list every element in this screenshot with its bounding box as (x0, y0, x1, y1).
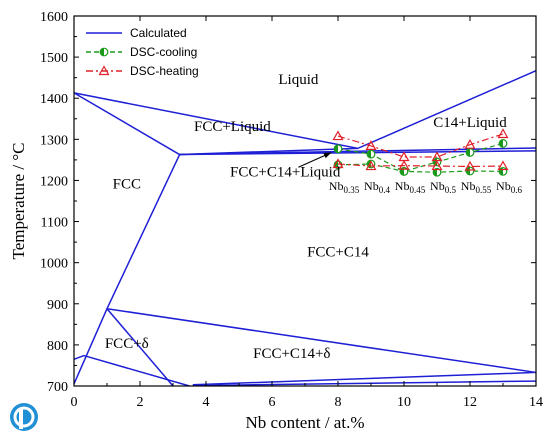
publisher-logo-icon (10, 403, 38, 431)
cooling-point-fill (367, 150, 371, 158)
y-tick-label: 800 (47, 339, 68, 354)
region-label: FCC (113, 177, 141, 193)
calculated-boundary-7 (106, 308, 174, 387)
region-label: FCC+C14 (307, 245, 369, 261)
calculated-boundary-11 (192, 380, 537, 387)
sample-label-sub: 0.5 (445, 185, 457, 195)
x-tick-label: 0 (71, 395, 78, 410)
calculated-boundary-8 (83, 354, 190, 387)
y-tick-label: 1300 (40, 133, 68, 148)
x-tick-label: 8 (335, 395, 342, 410)
arrow-head (323, 152, 332, 159)
series-line-heating (337, 133, 504, 158)
series-line-heating (337, 163, 504, 168)
heating-point (497, 128, 509, 139)
cooling-point-fill (334, 144, 338, 153)
series-line-cooling (337, 163, 504, 173)
sample-label: Nb0.35 (329, 179, 360, 195)
heating-point (431, 160, 443, 171)
calculated-boundary-6 (106, 307, 537, 374)
heating-point (464, 138, 476, 149)
sample-label-sub: 0.4 (379, 185, 391, 195)
calculated-boundary-10 (192, 371, 537, 386)
x-tick-label: 10 (397, 395, 411, 410)
legend-label: DSC-heating (130, 64, 199, 78)
x-tick-label: 14 (529, 395, 543, 410)
region-label: FCC+Liquid (194, 119, 271, 135)
region-label: Liquid (278, 72, 318, 88)
y-tick-label: 1600 (40, 10, 68, 25)
region-label: FCC+C14+Liquid (230, 164, 341, 180)
legend-label: DSC-cooling (130, 45, 197, 59)
cooling-point-fill (433, 168, 437, 177)
heating-point (464, 160, 476, 171)
y-tick-label: 700 (47, 380, 68, 395)
calculated-boundary-5 (179, 150, 537, 156)
cooling-point-fill (499, 139, 503, 148)
legend-marker-fill (100, 48, 104, 56)
x-tick-label: 6 (269, 395, 276, 410)
heating-point (398, 159, 410, 170)
heating-point (332, 130, 344, 141)
y-tick-label: 1500 (40, 51, 68, 66)
calculated-boundaries (73, 69, 537, 387)
axis-ticks: 0 2 4 6 8 10 12 14 700 800 900 1000 1100 1200 1300 1400… (40, 10, 543, 410)
region-label: C14+Liquid (433, 115, 507, 131)
sample-label: Nb0.6 (496, 179, 522, 195)
sample-label-name: Nb (364, 179, 379, 193)
sample-label-sub: 0.35 (343, 185, 359, 195)
x-axis-label: Nb content / at.% (246, 413, 365, 432)
sample-label-sub: 0.45 (409, 185, 425, 195)
sample-label-name: Nb (329, 179, 344, 193)
region-labels: Liquid C14+Liquid FCC+Liquid FCC FCC+C14+Liq… (105, 72, 507, 362)
cooling-point-fill (334, 161, 338, 169)
series-line-cooling (337, 142, 504, 173)
heating-point (365, 160, 377, 171)
y-axis-label: Temperature / °C (9, 142, 28, 259)
calculated-boundary-9 (73, 354, 85, 360)
x-tick-label: 2 (137, 395, 144, 410)
heating-point (497, 160, 509, 171)
sample-label: Nb0.55 (461, 179, 492, 195)
y-tick-label: 1000 (40, 257, 68, 272)
y-tick-label: 1200 (40, 174, 68, 189)
y-tick-label: 1400 (40, 92, 68, 107)
x-tick-label: 12 (463, 395, 477, 410)
sample-label-sub: 0.55 (475, 185, 491, 195)
legend: Calculated DSC-cooling DSC-heating (86, 26, 199, 78)
sample-label-name: Nb (430, 179, 445, 193)
heating-point (365, 140, 377, 151)
sample-label: Nb0.45 (395, 179, 426, 195)
calculated-boundary-1 (73, 92, 180, 156)
sample-label-name: Nb (461, 179, 476, 193)
sample-label: Nb0.5 (430, 179, 456, 195)
cooling-point-fill (466, 148, 470, 157)
heating-point (332, 158, 344, 169)
legend-marker-triangle (98, 65, 110, 76)
sample-label-name: Nb (496, 179, 511, 193)
legend-label: Calculated (130, 26, 187, 40)
y-tick-label: 1100 (41, 216, 68, 231)
sample-label-name: Nb (395, 179, 410, 193)
cooling-point-fill (466, 167, 470, 175)
region-label: FCC+δ (105, 336, 149, 352)
x-tick-label: 4 (203, 395, 210, 410)
region-label: FCC+C14+δ (253, 346, 330, 362)
dsc-series (332, 128, 509, 177)
sample-label: Nb0.4 (364, 179, 390, 195)
annotation-arrow (298, 151, 332, 168)
y-tick-label: 900 (47, 298, 68, 313)
sample-label-sub: 0.6 (511, 185, 523, 195)
sample-labels: Nb0.35 Nb0.4 Nb0.45 Nb0.5 Nb0.55 Nb0.6 (329, 179, 523, 195)
